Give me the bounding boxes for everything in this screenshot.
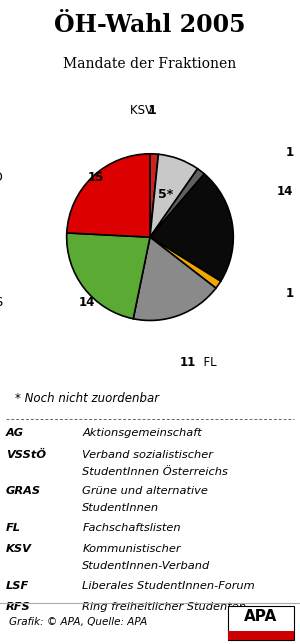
Text: GRAS: GRAS <box>0 296 7 308</box>
Text: RFS: RFS <box>293 146 300 158</box>
Text: 5*: 5* <box>158 187 173 201</box>
Text: 14: 14 <box>277 185 293 198</box>
Text: GRAS: GRAS <box>6 486 41 497</box>
Text: ÖH-Wahl 2005: ÖH-Wahl 2005 <box>54 13 246 37</box>
Text: Verband sozialistischer: Verband sozialistischer <box>82 450 213 460</box>
Wedge shape <box>150 154 198 237</box>
Wedge shape <box>67 233 150 319</box>
Wedge shape <box>133 237 216 321</box>
Text: VSStÖ: VSStÖ <box>6 450 46 460</box>
Text: Fachschaftslisten: Fachschaftslisten <box>82 523 181 533</box>
Text: 1: 1 <box>132 104 157 117</box>
FancyBboxPatch shape <box>228 607 294 641</box>
Text: RFS: RFS <box>6 602 31 612</box>
Text: Liberales StudentInnen-Forum: Liberales StudentInnen-Forum <box>82 581 255 591</box>
Text: AG: AG <box>293 185 300 198</box>
Text: FL: FL <box>6 523 21 533</box>
Text: Kommunistischer: Kommunistischer <box>82 544 181 554</box>
Text: LSF: LSF <box>6 581 29 591</box>
Text: Grafik: © APA, Quelle: APA: Grafik: © APA, Quelle: APA <box>9 617 147 627</box>
Text: 1: 1 <box>285 287 293 300</box>
Text: Aktionsgemeinschaft: Aktionsgemeinschaft <box>82 428 202 439</box>
Text: Mandate der Fraktionen: Mandate der Fraktionen <box>63 57 237 70</box>
Wedge shape <box>67 154 150 237</box>
Text: Grüne und alternative: Grüne und alternative <box>82 486 208 497</box>
FancyBboxPatch shape <box>228 631 294 641</box>
Text: StudentInnen: StudentInnen <box>82 504 159 513</box>
Text: StudentInnen Österreichs: StudentInnen Österreichs <box>82 467 228 477</box>
Text: 11: 11 <box>180 355 196 368</box>
Text: KSV: KSV <box>6 544 32 554</box>
Text: Ring freiheitlicher Studenten: Ring freiheitlicher Studenten <box>82 602 246 612</box>
Text: * Noch nicht zuordenbar: * Noch nicht zuordenbar <box>15 392 159 405</box>
Text: FL: FL <box>196 355 217 368</box>
Text: LSF: LSF <box>293 287 300 300</box>
Text: APA: APA <box>244 609 278 624</box>
Wedge shape <box>150 237 221 288</box>
Text: StudentInnen-Verband: StudentInnen-Verband <box>82 561 211 571</box>
Wedge shape <box>150 169 204 237</box>
Text: AG: AG <box>6 428 24 439</box>
Wedge shape <box>150 174 233 281</box>
Text: VSStÖ: VSStÖ <box>0 171 7 184</box>
Text: KSV: KSV <box>130 104 157 117</box>
Text: 14: 14 <box>79 296 95 308</box>
Text: 1: 1 <box>285 146 293 158</box>
Text: 15: 15 <box>88 171 104 184</box>
Wedge shape <box>150 154 158 237</box>
